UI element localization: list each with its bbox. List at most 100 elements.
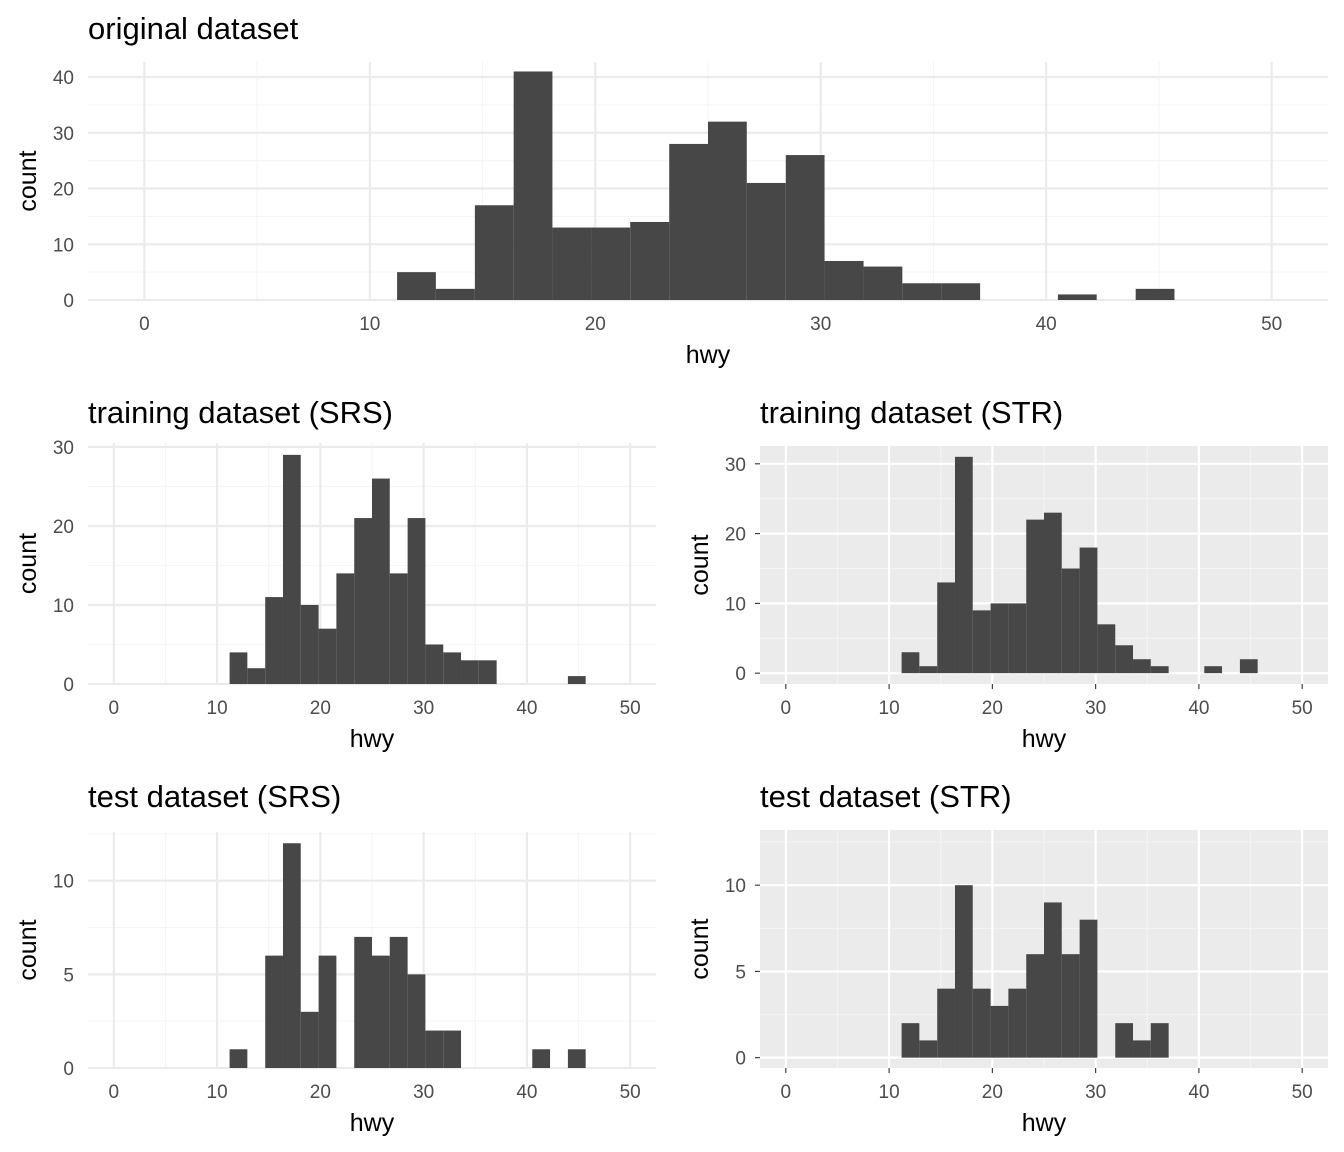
- y-tick-label: 10: [53, 872, 74, 893]
- x-tick-label: 50: [1292, 1082, 1313, 1103]
- histogram-bar: [265, 955, 283, 1068]
- histogram-bars: [901, 456, 1258, 674]
- x-tick-label: 30: [413, 1082, 434, 1103]
- tick-labels: 0 10 20 30 40 50 0 10 20 30: [53, 438, 641, 719]
- histogram-bar: [954, 456, 973, 674]
- histogram-bar: [1044, 512, 1062, 674]
- x-axis-label: hwy: [686, 341, 731, 369]
- x-tick-label: 50: [1261, 314, 1282, 335]
- histogram-bar: [990, 1005, 1009, 1058]
- histogram-bar: [1079, 919, 1098, 1058]
- chart-panel-3: 0 10 20 30 40 50 0 10 20 30 training dataset (STR)…: [686, 395, 1328, 753]
- x-tick-label: 10: [879, 1082, 900, 1103]
- histogram-bar: [425, 1030, 444, 1068]
- y-tick-label: 10: [53, 596, 74, 617]
- histogram-bar: [474, 205, 514, 300]
- histogram-bar: [318, 955, 337, 1068]
- x-tick-label: 10: [359, 314, 380, 335]
- x-tick-label: 20: [982, 1082, 1003, 1103]
- histogram-bar: [425, 644, 444, 684]
- chart-panel-4: 0 10 20 30 40 50 0 5 10 test dataset (SRS) hwy coun…: [14, 779, 656, 1137]
- x-tick-label: 10: [207, 1082, 228, 1103]
- histogram-bar: [1135, 288, 1175, 300]
- chart-title: original dataset: [88, 11, 299, 46]
- histogram-bar: [1061, 568, 1080, 674]
- x-tick-label: 40: [1188, 698, 1209, 719]
- y-axis-label: count: [14, 919, 42, 980]
- y-tick-label: 0: [63, 675, 74, 696]
- histogram-bar: [1044, 902, 1062, 1058]
- histogram-bar: [937, 582, 955, 674]
- tick-labels: 0 10 20 30 40 50 0 5 10: [725, 876, 1313, 1103]
- histogram-bar: [443, 652, 462, 684]
- histogram-bar: [941, 283, 981, 300]
- y-tick-label: 20: [53, 180, 74, 201]
- x-axis-label: hwy: [350, 725, 395, 753]
- histogram-bar: [407, 974, 426, 1068]
- histogram-bar: [389, 573, 408, 684]
- y-tick-label: 0: [735, 664, 746, 685]
- chart-title: test dataset (SRS): [88, 779, 341, 814]
- histogram-bar: [265, 597, 283, 684]
- histogram-bar: [389, 936, 408, 1068]
- x-tick-label: 20: [310, 698, 331, 719]
- histogram-bar: [919, 1040, 938, 1058]
- x-tick-label: 30: [1085, 1082, 1106, 1103]
- histogram-bar: [229, 652, 248, 684]
- x-axis-label: hwy: [1022, 725, 1067, 753]
- histogram-bar: [919, 666, 938, 674]
- histogram-bar: [336, 573, 355, 684]
- x-tick-label: 40: [516, 1082, 537, 1103]
- histogram-bar: [397, 272, 436, 300]
- x-tick-label: 30: [1085, 698, 1106, 719]
- histogram-bar: [1204, 666, 1223, 674]
- histogram-bar: [1150, 666, 1169, 674]
- histogram-bar: [1150, 1023, 1169, 1058]
- x-tick-label: 0: [109, 1082, 120, 1103]
- x-tick-label: 40: [1036, 314, 1057, 335]
- chart-panel-2: 0 10 20 30 40 50 0 10 20 30 training dataset (SRS)…: [14, 395, 656, 753]
- histogram-bar: [567, 1049, 586, 1068]
- histogram-bar: [1061, 954, 1080, 1058]
- histogram-bar: [591, 227, 631, 300]
- histogram-bar: [407, 518, 426, 684]
- histogram-bar: [300, 604, 319, 684]
- x-tick-label: 20: [585, 314, 606, 335]
- histogram-bar: [461, 660, 479, 684]
- histogram-bar: [354, 936, 372, 1068]
- histogram-bar: [354, 518, 372, 684]
- histogram-bar: [824, 260, 864, 300]
- histogram-bar: [532, 1049, 551, 1068]
- y-axis-label: count: [14, 150, 42, 211]
- histogram-bar: [990, 603, 1009, 674]
- histogram-bar: [785, 155, 825, 300]
- y-tick-label: 10: [725, 594, 746, 615]
- histogram-bar: [1026, 954, 1044, 1058]
- histogram-bar: [229, 1049, 248, 1068]
- histogram-bar: [937, 988, 955, 1058]
- histogram-bar: [972, 988, 991, 1058]
- x-tick-label: 30: [810, 314, 831, 335]
- x-tick-label: 0: [781, 1082, 792, 1103]
- histogram-bar: [1008, 603, 1027, 674]
- histogram-bars: [229, 454, 586, 684]
- histogram-bar: [1133, 659, 1151, 674]
- x-tick-label: 0: [139, 314, 150, 335]
- histogram-bar: [972, 610, 991, 674]
- histogram-bar: [567, 676, 586, 684]
- y-tick-label: 0: [63, 1059, 74, 1080]
- histogram-bar: [1057, 294, 1097, 300]
- x-tick-label: 40: [1188, 1082, 1209, 1103]
- histogram-bar: [708, 121, 747, 300]
- y-tick-label: 20: [53, 517, 74, 538]
- histogram-bar: [478, 660, 497, 684]
- histogram-bar: [1008, 988, 1027, 1058]
- histogram-bar: [902, 283, 942, 300]
- histogram-bar: [372, 955, 390, 1068]
- x-tick-label: 10: [207, 698, 228, 719]
- histogram-bar: [1097, 624, 1116, 674]
- chart-panel-5: 0 10 20 30 40 50 0 5 10 test dataset (STR) hwy coun…: [686, 779, 1328, 1137]
- y-tick-label: 30: [53, 438, 74, 459]
- histogram-bar: [1115, 1023, 1134, 1058]
